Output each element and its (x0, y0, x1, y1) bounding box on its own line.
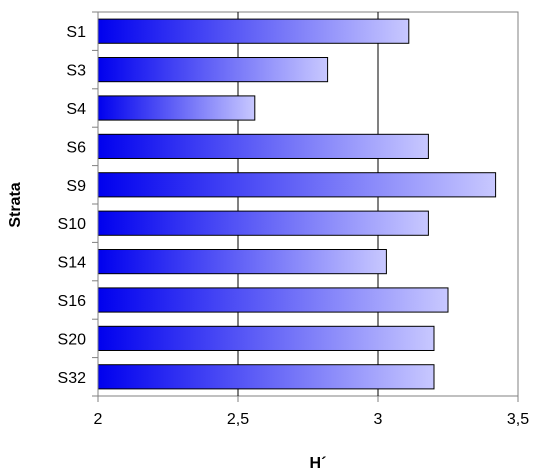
bar-s9 (97, 172, 497, 198)
bar-s4 (97, 95, 256, 121)
bar-s16 (97, 287, 449, 313)
y-tick-label: S16 (58, 293, 87, 310)
bar-s32 (97, 364, 435, 390)
axes (92, 11, 519, 402)
y-tick-label: S1 (66, 24, 86, 41)
bar-s14 (97, 249, 387, 275)
y-tick-label: S4 (66, 101, 86, 118)
y-axis-title: Strata (7, 182, 24, 227)
x-tick-label: 2 (94, 411, 103, 428)
bars (97, 18, 497, 390)
y-tick-label: S9 (66, 178, 86, 195)
x-tick-label: 3 (374, 411, 383, 428)
bar-s6 (97, 133, 429, 159)
bar-s3 (97, 57, 329, 83)
y-tick-label: S10 (58, 216, 87, 233)
bar-s20 (97, 325, 435, 351)
x-axis-title: H´ (310, 455, 327, 472)
y-tick-label: S14 (58, 255, 87, 272)
tick-labels: 2 2,5 3 3,5 S1 S3 S4 S6 S9 S10 S14 S16 S20 S32 (58, 24, 530, 428)
y-tick-label: S32 (58, 370, 87, 387)
bar-s1 (97, 18, 410, 44)
bar-s10 (97, 210, 429, 236)
x-tick-label: 3,5 (507, 411, 529, 428)
y-tick-label: S3 (66, 63, 86, 80)
y-tick-label: S20 (58, 331, 87, 348)
y-tick-label: S6 (66, 139, 86, 156)
x-tick-label: 2,5 (227, 411, 249, 428)
